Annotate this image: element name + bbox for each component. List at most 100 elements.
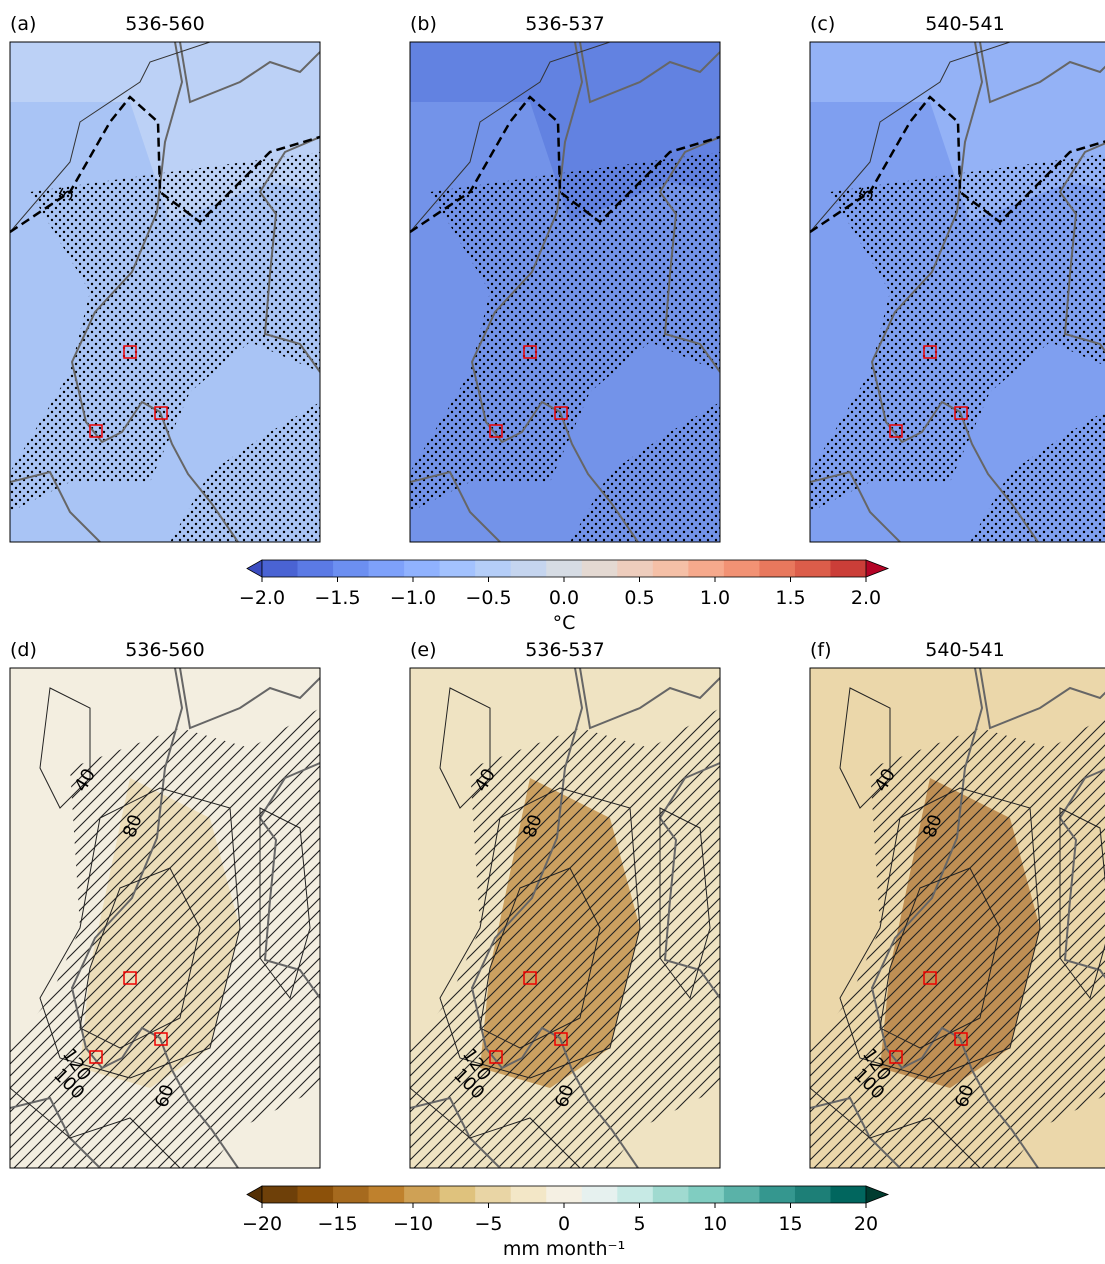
panel-title: 536-537 <box>525 13 604 35</box>
colorbar-bin <box>510 1186 547 1203</box>
colorbar-bin <box>759 560 796 577</box>
contour <box>259 807 311 1000</box>
colorbar-tick-label: 0.0 <box>549 587 579 609</box>
colorbar-bin <box>297 1186 334 1203</box>
contour <box>410 42 611 233</box>
colorbar-bin <box>404 1186 441 1203</box>
contour <box>1059 807 1105 1000</box>
panel-title: 540-541 <box>925 13 1004 35</box>
colorbar-bin <box>333 560 370 577</box>
colorbar-tick-label: 20 <box>854 1213 878 1235</box>
coastline <box>658 762 720 999</box>
coastline <box>258 136 320 373</box>
coastline <box>870 668 1039 1168</box>
colorbar-tick-label: 10 <box>703 1213 727 1235</box>
colorbar-bin <box>475 560 512 577</box>
site-marker <box>554 406 568 420</box>
map-frame <box>809 667 1105 1169</box>
site-marker <box>154 1032 168 1046</box>
contour <box>659 807 711 1000</box>
coastline <box>70 668 239 1168</box>
contour <box>410 1087 581 1168</box>
colorbar-bin <box>794 560 831 577</box>
colorbar-bin <box>510 560 547 577</box>
colorbar-tick-label: −1.0 <box>390 587 436 609</box>
panel-title: 536-537 <box>525 639 604 661</box>
colorbar-tick-label: −15 <box>317 1213 357 1235</box>
colorbar-extend <box>865 1185 890 1204</box>
contour <box>810 95 1105 234</box>
colorbar-bin <box>723 1186 760 1203</box>
colorbar-bin <box>652 560 689 577</box>
contour <box>39 787 241 1079</box>
coastline <box>10 668 320 1168</box>
significance <box>10 708 320 1168</box>
colorbar-tick-label: 15 <box>778 1213 802 1235</box>
coastline <box>870 42 1039 542</box>
site-marker <box>89 1050 103 1064</box>
site-marker <box>923 971 937 985</box>
coastline <box>1058 142 1105 353</box>
contour <box>10 42 211 233</box>
colorbar-bin <box>581 1186 618 1203</box>
coastline <box>10 42 320 542</box>
colorbar-bin <box>759 1186 796 1203</box>
panel-label: (e) <box>410 639 437 661</box>
panel-label: (f) <box>810 639 832 661</box>
panel-title: 536-560 <box>125 639 204 661</box>
site-marker <box>523 345 537 359</box>
contour <box>839 687 891 809</box>
map-frame <box>409 667 721 1169</box>
colorbar-bin <box>830 1186 867 1203</box>
contour <box>439 787 641 1079</box>
map-frame <box>809 41 1105 543</box>
map <box>410 42 720 542</box>
site-marker <box>123 971 137 985</box>
colorbar-tick-label: −20 <box>242 1213 282 1235</box>
contour <box>10 95 320 234</box>
site-marker <box>554 1032 568 1046</box>
coastline <box>810 668 1105 1168</box>
colorbar-extend <box>865 559 890 578</box>
contour <box>479 867 601 1049</box>
colorbar-tick-label: −10 <box>393 1213 433 1235</box>
contour <box>79 867 201 1049</box>
colorbar-bin <box>368 1186 405 1203</box>
colorbar-extend <box>246 559 263 578</box>
colorbar-bin <box>368 560 405 577</box>
colorbar-bin <box>617 1186 654 1203</box>
colorbar-bin <box>581 560 618 577</box>
colorbar-tick-label: −1.5 <box>314 587 360 609</box>
site-marker <box>489 424 503 438</box>
colorbar-bin <box>333 1186 370 1203</box>
contour <box>879 867 1001 1049</box>
map: 5 <box>10 42 320 542</box>
coastline <box>810 42 1105 542</box>
panel-label: (b) <box>410 13 437 35</box>
colorbar-bin <box>723 560 760 577</box>
panel-title: 540-541 <box>925 639 1004 661</box>
significance <box>810 154 1105 542</box>
colorbar-bin <box>688 1186 725 1203</box>
colorbar-bin <box>475 1186 512 1203</box>
colorbar-tick-label: −2.0 <box>239 587 285 609</box>
colorbar-extend <box>246 1185 263 1204</box>
significance <box>810 716 1105 1168</box>
colorbar-bin <box>688 560 725 577</box>
coastline <box>410 42 720 542</box>
panel-label: (c) <box>810 13 835 35</box>
colorbar-bin <box>794 1186 831 1203</box>
colorbar-tick-label: 1.5 <box>775 587 805 609</box>
contour <box>839 787 1041 1079</box>
colorbar-tick-label: 5 <box>633 1213 645 1235</box>
colorbar-label: mm month⁻¹ <box>503 1238 625 1260</box>
colorbar-bin <box>652 1186 689 1203</box>
site-marker <box>154 406 168 420</box>
colorbar-bin <box>297 560 334 577</box>
site-marker <box>954 406 968 420</box>
colorbar-bin <box>617 560 654 577</box>
